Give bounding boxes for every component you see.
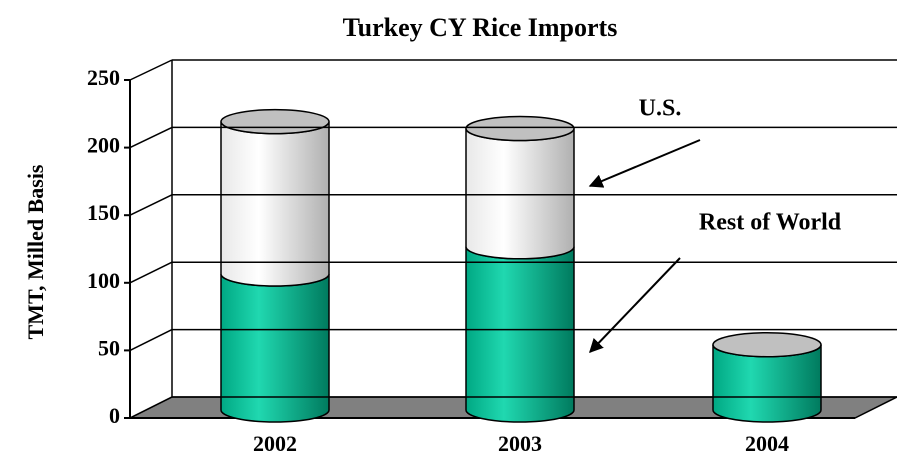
x-tick-label: 2004 xyxy=(745,431,789,456)
chart-title: Turkey CY Rice Imports xyxy=(343,13,618,42)
y-tick-label: 250 xyxy=(87,65,120,90)
cylinder-cap xyxy=(465,115,575,142)
y-axis-label: TMT, Milled Basis xyxy=(23,164,48,339)
annotation-arrow xyxy=(588,139,701,188)
series-label: Rest of World xyxy=(699,210,842,236)
annotation-arrow xyxy=(589,257,681,354)
grid-line xyxy=(129,126,173,149)
bar-segment xyxy=(465,128,575,260)
y-tick-label: 200 xyxy=(87,133,120,158)
x-tick-label: 2003 xyxy=(498,431,542,456)
y-tick-label: 150 xyxy=(87,200,120,225)
grid-line xyxy=(129,396,173,419)
cylinder-cap xyxy=(712,331,822,358)
grid-line xyxy=(129,59,173,81)
grid-line xyxy=(129,328,173,352)
series-label: U.S. xyxy=(639,96,682,122)
cylinder-cap xyxy=(220,108,330,135)
bar-segment xyxy=(220,273,330,423)
bar-segment xyxy=(465,246,575,423)
y-tick-label: 50 xyxy=(98,335,120,360)
grid-line xyxy=(129,261,173,284)
y-tick-label: 0 xyxy=(109,403,120,428)
grid-line xyxy=(129,194,173,216)
x-tick-label: 2002 xyxy=(253,431,297,456)
bar-segment xyxy=(220,121,330,287)
y-tick-label: 100 xyxy=(87,268,120,293)
